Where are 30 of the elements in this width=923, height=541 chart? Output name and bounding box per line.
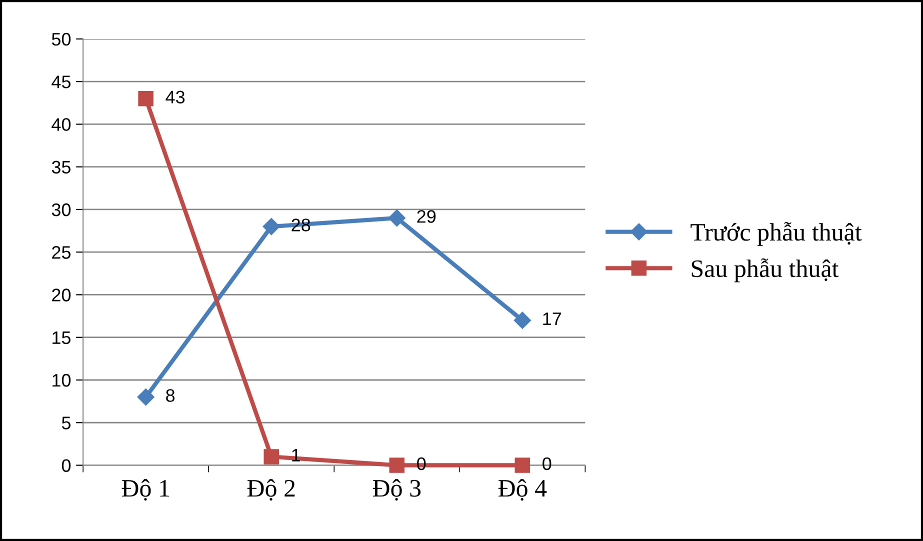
y-tick-label: 35 [52,160,71,174]
point [262,218,280,236]
y-tick-label: 40 [52,118,71,131]
y-tick-label: 0 [62,459,71,472]
data-label: 29 [417,210,436,223]
x-tick-label: Độ 2 [247,479,295,501]
x-tick-label: Độ 1 [122,479,169,501]
data-label: 43 [166,90,185,104]
y-tick-label: 50 [52,32,71,46]
data-label: 0 [542,457,552,470]
y-tick-label: 45 [52,76,71,88]
point [137,388,154,406]
data-label: 17 [543,312,562,325]
point [264,449,279,464]
y-tick-label: 15 [52,331,71,344]
point [389,458,405,473]
legend-label: Sau phẫu thuật [692,258,839,282]
y-tick-label: 25 [52,246,71,259]
x-tick-label: Độ 4 [498,479,547,501]
point [138,90,154,106]
y-tick-label: 30 [52,203,71,216]
legend-label: Trước phẫu thuật [690,222,862,246]
y-tick-label: 10 [52,374,71,387]
data-label: 8 [166,389,175,402]
point [388,209,406,227]
y-tick-label: 20 [52,288,71,302]
point [514,312,531,329]
x-tick-label: Độ 3 [372,479,421,501]
y-tick-label: 5 [62,416,71,430]
point [514,458,530,473]
